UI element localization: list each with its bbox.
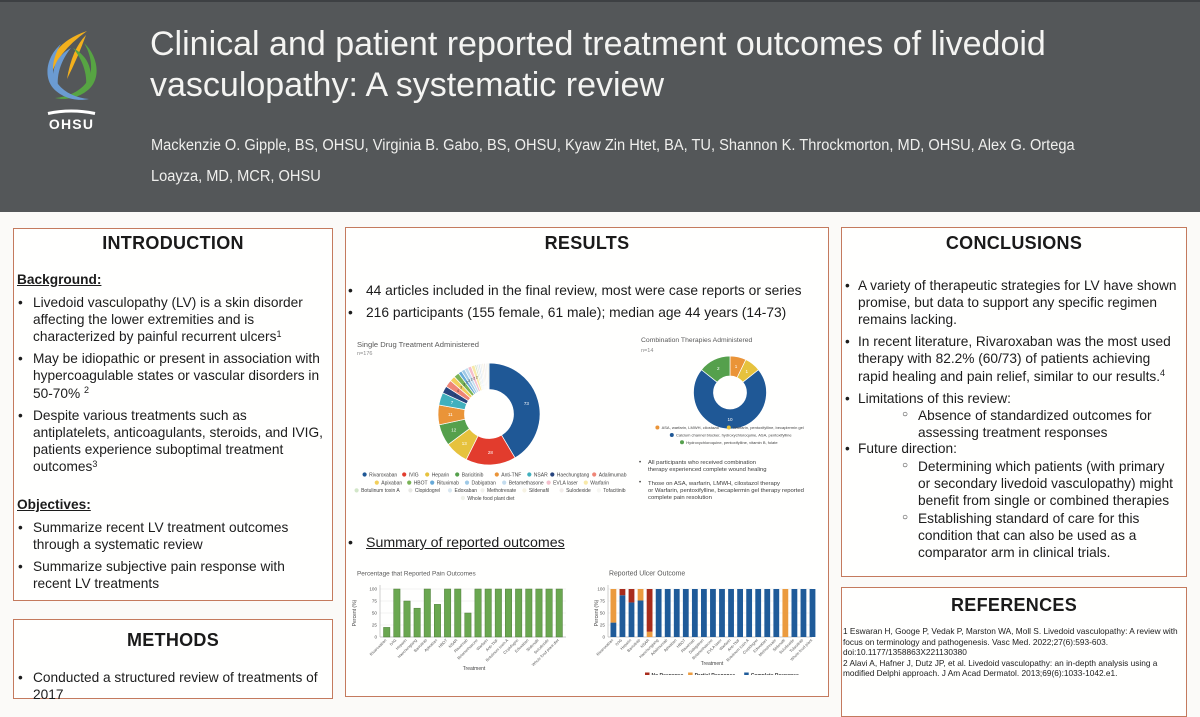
svg-text:2: 2	[471, 378, 473, 382]
svg-text:0: 0	[374, 635, 377, 640]
svg-text:3: 3	[463, 383, 465, 387]
svg-text:100: 100	[597, 587, 605, 592]
svg-text:25: 25	[372, 623, 378, 628]
svg-text:0: 0	[602, 635, 605, 640]
svg-text:IVIG: IVIG	[614, 638, 623, 647]
svg-text:Rivaroxaban: Rivaroxaban	[369, 472, 397, 478]
svg-text:Treatment: Treatment	[463, 666, 486, 672]
svg-text:2: 2	[468, 379, 470, 383]
svg-text:12: 12	[451, 428, 457, 433]
svg-text:Percent (%): Percent (%)	[352, 599, 358, 626]
svg-text:Dabigatran: Dabigatran	[472, 480, 497, 486]
svg-text:Whole food plant diet: Whole food plant diet	[467, 496, 515, 502]
svg-text:Rituximab: Rituximab	[437, 480, 459, 486]
svg-text:Anti-TNF: Anti-TNF	[501, 472, 521, 478]
svg-text:73: 73	[524, 401, 530, 406]
svg-text:IVIG: IVIG	[409, 472, 419, 478]
svg-text:Methotrexate: Methotrexate	[487, 488, 516, 494]
svg-text:OHSU: OHSU	[49, 116, 94, 131]
svg-text:EVLA laser: EVLA laser	[553, 480, 578, 486]
svg-text:2: 2	[717, 366, 720, 371]
svg-text:Reported Ulcer Outcome: Reported Ulcer Outcome	[609, 571, 685, 578]
svg-text:HBOT: HBOT	[675, 637, 687, 649]
svg-text:Adalimumab: Adalimumab	[599, 472, 627, 478]
svg-text:Rivaroxaban: Rivaroxaban	[595, 638, 614, 657]
svg-text:Edoxaban: Edoxaban	[455, 488, 478, 494]
svg-text:Partial Response: Partial Response	[695, 673, 736, 675]
svg-text:50: 50	[600, 611, 606, 616]
svg-text:Heparin: Heparin	[432, 472, 450, 478]
svg-text:NSAR: NSAR	[447, 638, 458, 649]
svg-text:ASA, warfarin, LMWH, cilostazo: ASA, warfarin, LMWH, cilostazol	[662, 425, 720, 430]
svg-text:IVIG: IVIG	[388, 638, 397, 647]
svg-text:10: 10	[727, 417, 733, 422]
svg-text:HBOT: HBOT	[437, 637, 449, 649]
svg-text:NSAR: NSAR	[534, 472, 548, 478]
svg-text:Rivaroxaban: Rivaroxaban	[368, 638, 387, 657]
svg-text:Treatment: Treatment	[701, 661, 724, 667]
svg-text:7: 7	[451, 400, 454, 405]
svg-text:2: 2	[473, 376, 475, 380]
svg-text:Percent (%): Percent (%)	[594, 599, 600, 626]
svg-text:Sulodexide: Sulodexide	[566, 488, 591, 494]
svg-text:Baricitinib: Baricitinib	[462, 472, 484, 478]
svg-text:Calcium channel blocker, hydro: Calcium channel blocker, hydroxychloroqu…	[676, 433, 792, 438]
svg-text:No Response: No Response	[652, 673, 684, 675]
svg-text:100: 100	[369, 587, 377, 592]
svg-text:75: 75	[600, 599, 606, 604]
svg-text:50: 50	[372, 611, 378, 616]
svg-text:2: 2	[476, 375, 478, 379]
svg-text:NSAR: NSAR	[639, 638, 650, 649]
svg-text:Tofacitinib: Tofacitinib	[603, 488, 625, 494]
svg-text:1: 1	[735, 364, 738, 369]
svg-text:Clopidogrel: Clopidogrel	[415, 488, 440, 494]
svg-text:3: 3	[460, 385, 462, 389]
svg-text:4: 4	[457, 389, 459, 393]
svg-text:Betamethasone: Betamethasone	[509, 480, 544, 486]
svg-text:13: 13	[462, 441, 468, 446]
svg-text:Haechungtang: Haechungtang	[557, 472, 590, 478]
svg-text:11: 11	[448, 412, 453, 417]
svg-text:Complete Response: Complete Response	[751, 673, 799, 675]
svg-text:2: 2	[466, 380, 468, 384]
svg-text:Apixaban: Apixaban	[381, 480, 402, 486]
svg-text:1: 1	[746, 369, 749, 374]
svg-text:Warfarin: Warfarin	[590, 480, 609, 486]
svg-text:28: 28	[488, 450, 494, 455]
svg-text:4: 4	[454, 394, 456, 398]
svg-text:Sildenafil: Sildenafil	[529, 488, 549, 494]
svg-text:Warfarin, pentoxifylline, beca: Warfarin, pentoxifylline, becaplermin ge…	[733, 425, 804, 430]
svg-text:HBOT: HBOT	[414, 480, 428, 486]
svg-text:Botulinum toxin A: Botulinum toxin A	[361, 488, 400, 494]
svg-text:Percentage that Reported Pain: Percentage that Reported Pain Outcomes	[357, 571, 476, 578]
svg-text:25: 25	[600, 623, 606, 628]
svg-text:75: 75	[372, 599, 378, 604]
svg-text:Hydroxychloroquine, pentoxifyl: Hydroxychloroquine, pentoxifylline, vita…	[686, 440, 778, 445]
